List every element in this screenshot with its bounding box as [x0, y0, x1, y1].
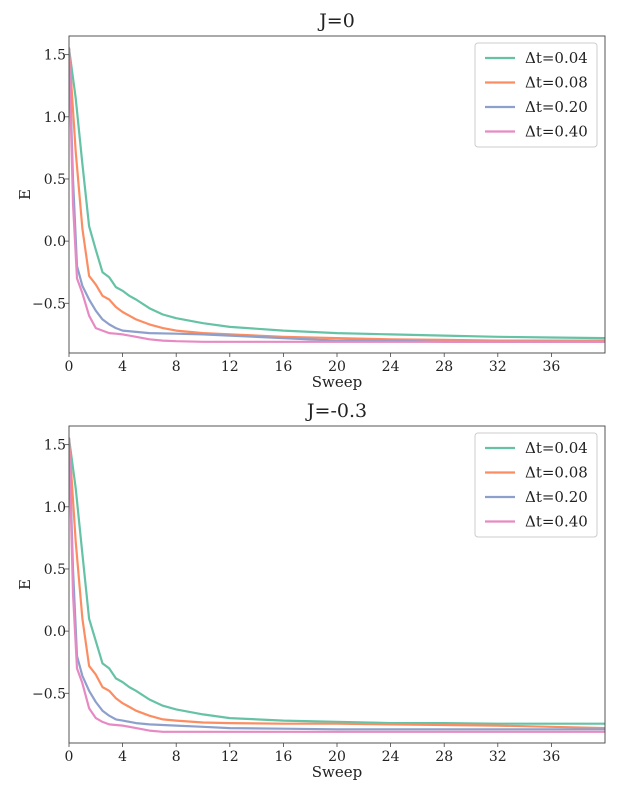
- legend-label: Δt=0.20: [525, 98, 588, 116]
- y-tick-label: −0.5: [32, 296, 66, 312]
- x-tick-label: 16: [274, 749, 292, 765]
- y-tick-label: 0.5: [44, 172, 66, 188]
- series-line-4: [69, 47, 605, 343]
- x-tick-label: 28: [435, 749, 453, 765]
- series-line-3: [69, 437, 605, 731]
- y-axis-label: E: [16, 189, 34, 200]
- plot-frame: [68, 425, 606, 744]
- plot-frame: [68, 35, 606, 354]
- series-line-1: [69, 47, 605, 340]
- chart-panel-j0: J=0 0 4 8 12 16 20 24 28 32 36 −0.5 0.0 0.5 1.0 1.5 Swee…: [16, 10, 606, 391]
- x-tick-label: 0: [65, 359, 74, 375]
- x-tick-label: 36: [542, 359, 560, 375]
- y-tick-label: 1.0: [44, 110, 66, 126]
- series-line-1: [69, 437, 605, 725]
- x-tick-label: 24: [382, 749, 400, 765]
- y-tick-label: 1.5: [44, 48, 66, 64]
- y-tick-label: 0.0: [44, 624, 66, 640]
- series-line-4: [69, 437, 605, 733]
- x-tick-label: 32: [489, 359, 507, 375]
- y-tick-label: 1.0: [44, 500, 66, 516]
- x-tick-label: 8: [172, 749, 181, 765]
- legend-label: Δt=0.40: [525, 123, 588, 141]
- series-line-2: [69, 437, 605, 730]
- x-tick-label: 4: [118, 359, 127, 375]
- x-axis-label: Sweep: [312, 763, 362, 781]
- legend-label: Δt=0.04: [525, 49, 588, 67]
- x-axis-label: Sweep: [312, 373, 362, 391]
- legend-label: Δt=0.40: [525, 513, 588, 531]
- x-tick-label: 4: [118, 749, 127, 765]
- y-axis-label: E: [16, 579, 34, 590]
- legend-label: Δt=0.04: [525, 439, 588, 457]
- x-tick-label: 20: [328, 749, 346, 765]
- chart-title: J=0: [317, 10, 355, 32]
- y-tick-label: 0.0: [44, 234, 66, 250]
- legend: Δt=0.04 Δt=0.08 Δt=0.20 Δt=0.40: [474, 432, 598, 538]
- x-tick-label: 12: [221, 359, 239, 375]
- x-tick-label: 36: [542, 749, 560, 765]
- chart-title: J=-0.3: [305, 400, 367, 422]
- x-tick-label: 12: [221, 749, 239, 765]
- legend-box: [474, 42, 598, 148]
- chart-panel-jneg03: J=-0.3 0 4 8 12 16 20 24 28 32 36 −0.5 0.0 0.5 1.0 1.5 S…: [16, 400, 606, 781]
- x-tick-label: 16: [274, 359, 292, 375]
- x-tick-label: 32: [489, 749, 507, 765]
- y-tick-label: 1.5: [44, 438, 66, 454]
- y-tick-label: 0.5: [44, 562, 66, 578]
- legend-label: Δt=0.08: [525, 464, 588, 482]
- legend-label: Δt=0.20: [525, 488, 588, 506]
- legend: Δt=0.04 Δt=0.08 Δt=0.20 Δt=0.40: [474, 42, 598, 148]
- x-tick-label: 28: [435, 359, 453, 375]
- y-tick-label: −0.5: [32, 686, 66, 702]
- legend-box: [474, 432, 598, 538]
- x-tick-label: 0: [65, 749, 74, 765]
- x-tick-label: 20: [328, 359, 346, 375]
- legend-label: Δt=0.08: [525, 74, 588, 92]
- x-tick-label: 24: [382, 359, 400, 375]
- series-line-2: [69, 47, 605, 342]
- x-tick-label: 8: [172, 359, 181, 375]
